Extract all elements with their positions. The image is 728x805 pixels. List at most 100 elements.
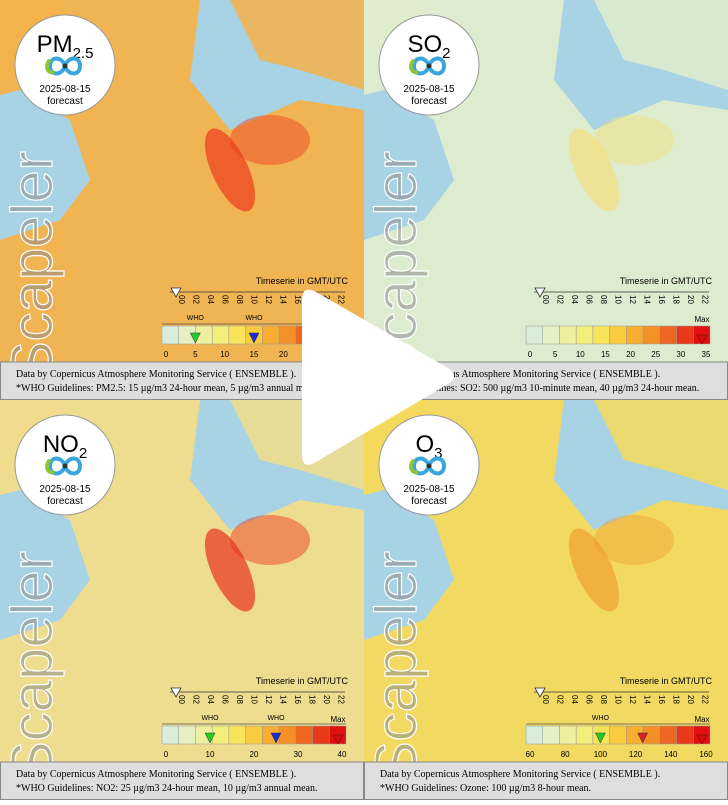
logo-loop bbox=[411, 456, 447, 476]
max-marker bbox=[696, 334, 708, 345]
color-swatch bbox=[659, 725, 677, 745]
scale-label: 120 bbox=[629, 750, 643, 759]
hour-label: 12 bbox=[628, 295, 637, 304]
scale-label: 5 bbox=[553, 350, 558, 359]
logo-loop bbox=[47, 456, 83, 476]
color-swatch bbox=[542, 725, 560, 745]
forecast-label: forecast bbox=[411, 96, 447, 107]
hour-label: 04 bbox=[206, 695, 215, 704]
logo-leaf bbox=[45, 458, 55, 475]
who-label: WHO bbox=[267, 715, 285, 722]
land-north bbox=[594, 400, 728, 490]
logo-dot bbox=[426, 463, 432, 469]
hour-label: 22 bbox=[337, 295, 346, 304]
credit-text: Data by Copernicus Atmosphere Monitoring… bbox=[380, 369, 660, 380]
hour-label: 22 bbox=[337, 695, 346, 704]
hour-label: 20 bbox=[322, 695, 331, 704]
pollutant-subscript: 2 bbox=[442, 45, 450, 62]
who-marker bbox=[204, 732, 216, 744]
pollutant-name: SO bbox=[407, 31, 442, 58]
color-swatch bbox=[542, 325, 560, 345]
max-label: Max bbox=[330, 715, 345, 724]
who-marker bbox=[270, 732, 282, 744]
color-swatch bbox=[245, 725, 263, 745]
pollutant-subscript: 2 bbox=[79, 445, 87, 462]
hour-label: 02 bbox=[556, 295, 565, 304]
forecast-label: forecast bbox=[47, 496, 83, 507]
hour-label: 10 bbox=[250, 295, 259, 304]
color-swatch bbox=[676, 725, 694, 745]
color-swatch bbox=[626, 325, 644, 345]
scale-label: 30 bbox=[294, 750, 303, 759]
scale-label: 15 bbox=[250, 350, 259, 359]
color-swatch bbox=[642, 325, 661, 345]
color-swatch bbox=[161, 325, 179, 345]
hour-label: 04 bbox=[206, 295, 215, 304]
color-swatch bbox=[178, 725, 196, 745]
color-swatch bbox=[559, 325, 577, 345]
credit-text: Data by Copernicus Atmosphere Monitoring… bbox=[380, 769, 660, 780]
scale-label: 10 bbox=[576, 350, 585, 359]
map-panel: ScapelerPM2.52025-08-15forecastTimeserie… bbox=[0, 0, 364, 400]
hotspot bbox=[594, 515, 674, 565]
hour-label: 00 bbox=[541, 695, 550, 704]
color-swatch bbox=[161, 725, 179, 745]
scale-label: 140 bbox=[664, 750, 678, 759]
scale-label: 10 bbox=[206, 750, 215, 759]
pollutant-subscript: 3 bbox=[434, 445, 442, 462]
color-swatch bbox=[262, 325, 280, 345]
color-swatch bbox=[278, 725, 297, 745]
timeserie-label: Timeserie in GMT/UTC bbox=[620, 676, 713, 686]
color-swatch bbox=[295, 725, 313, 745]
hour-label: 16 bbox=[657, 295, 666, 304]
guideline-text: *WHO Guidelines: NO2: 25 µg/m3 24-hour m… bbox=[16, 783, 317, 794]
color-swatch bbox=[659, 325, 677, 345]
who-marker bbox=[248, 332, 260, 344]
forecast-label: forecast bbox=[47, 96, 83, 107]
logo-dot bbox=[62, 63, 68, 69]
pollutant-name: O bbox=[415, 431, 434, 458]
color-swatch bbox=[676, 325, 694, 345]
credit-text: Data by Copernicus Atmosphere Monitoring… bbox=[16, 369, 296, 380]
land-north bbox=[230, 0, 364, 90]
hour-label: 06 bbox=[585, 295, 594, 304]
scale-label: 100 bbox=[594, 750, 608, 759]
play-button[interactable] bbox=[302, 289, 454, 465]
timeserie-label: Timeserie in GMT/UTC bbox=[620, 276, 713, 286]
scale-label: 0 bbox=[164, 350, 169, 359]
hour-label: 22 bbox=[701, 695, 710, 704]
who-marker bbox=[637, 732, 649, 744]
color-swatch bbox=[575, 325, 594, 345]
color-swatch bbox=[211, 325, 230, 345]
who-label: WHO bbox=[592, 715, 610, 722]
max-marker bbox=[696, 734, 708, 745]
credit-text: Data by Copernicus Atmosphere Monitoring… bbox=[16, 769, 296, 780]
scale-label: 20 bbox=[250, 750, 259, 759]
hour-label: 06 bbox=[585, 695, 594, 704]
color-swatch bbox=[525, 325, 543, 345]
hour-label: 20 bbox=[686, 695, 695, 704]
max-marker bbox=[332, 734, 344, 745]
credit-box bbox=[364, 761, 728, 800]
time-pointer bbox=[170, 687, 182, 698]
pollutant-name: PM bbox=[37, 31, 73, 58]
hour-label: 08 bbox=[235, 295, 244, 304]
logo-dot bbox=[62, 463, 68, 469]
hour-label: 14 bbox=[279, 295, 288, 304]
who-label: WHO bbox=[187, 315, 205, 322]
credit-box bbox=[0, 761, 364, 800]
hour-label: 04 bbox=[570, 295, 579, 304]
hour-label: 12 bbox=[264, 695, 273, 704]
color-swatch bbox=[312, 725, 330, 745]
color-swatch bbox=[609, 725, 627, 745]
hour-label: 18 bbox=[672, 295, 681, 304]
time-pointer bbox=[534, 287, 546, 298]
guideline-text: *WHO Guidelines: SO2: 500 µg/m3 10-minut… bbox=[380, 383, 699, 394]
hour-label: 00 bbox=[177, 295, 186, 304]
scale-label: 80 bbox=[561, 750, 570, 759]
hotspot bbox=[204, 528, 256, 612]
logo-leaf bbox=[409, 58, 419, 75]
color-swatch bbox=[575, 725, 594, 745]
